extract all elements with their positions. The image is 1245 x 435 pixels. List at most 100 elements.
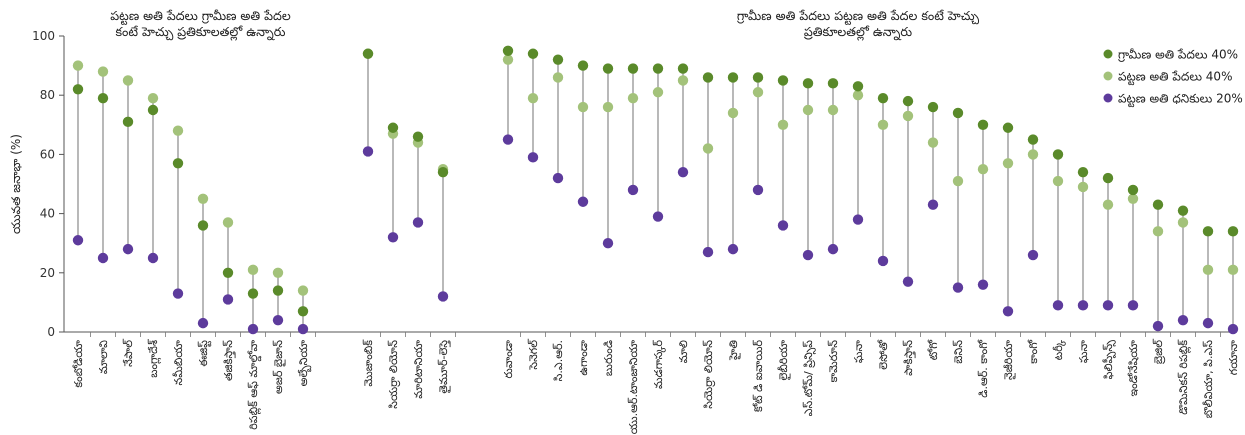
dot-urban-richest [1002,306,1014,317]
dot-rural-poorest [1002,122,1014,133]
dot-urban-poorest [122,75,134,86]
dot-rural-poorest [627,63,639,74]
category-label: మొజాంబిక్ [362,339,375,387]
dot-rural-poorest [122,116,134,128]
dot-urban-poorest [1027,149,1039,160]
dot-urban-richest [387,232,399,243]
category-label: ఇండోనేషియా [1127,340,1140,397]
dot-urban-poorest [852,90,864,101]
dot-urban-poorest [502,54,514,65]
dot-rural-poorest [852,81,864,92]
dot-rural-poorest [827,78,839,89]
dot-urban-richest [197,317,209,329]
dot-urban-poorest [927,137,939,148]
category-label: అల్బేనియా [297,340,312,387]
dot-urban-poorest [297,285,309,296]
category-label: గయానా [1227,339,1240,375]
category-label: రువాండా [502,339,515,378]
dot-rural-poorest [412,131,424,142]
dot-rural-poorest [297,306,309,317]
dot-urban-poorest [172,125,184,136]
dot-urban-poorest [652,87,664,98]
category-label: లైబీరియా [777,340,791,381]
dot-rural-poorest [927,101,939,113]
category-label: కోట్ డి ఐవాయిర్ [752,340,765,412]
category-label: నమీబియా [172,340,185,386]
y-tick-label: 40 [40,207,55,221]
dot-urban-richest [97,252,109,264]
dot-urban-richest [172,288,184,299]
category-label: మడగాస్కర్ [652,340,666,389]
dot-rural-poorest [577,60,589,71]
dot-urban-poorest [1077,181,1089,193]
legend-marker [1103,93,1113,103]
category-label: బొలీవియా, పి.ఎస్ [1202,340,1215,418]
category-label: ఘనా [852,339,865,363]
category-label: యు.ఆర్.టాంజానియా [627,340,640,435]
category-label: కంబోడియా [72,340,85,388]
dot-urban-richest [1052,300,1064,311]
dot-rural-poorest [272,285,284,296]
y-tick-label: 0 [47,325,55,339]
category-label: డొమినికన్ రిపబ్లిక్ [1177,339,1192,415]
category-label: డి.ఆర్. కాంగో [977,339,990,398]
y-tick-label: 80 [40,88,55,102]
dot-urban-richest [272,314,284,326]
dot-urban-poorest [222,217,234,228]
dot-rural-poorest [502,45,514,56]
dot-rural-poorest [552,54,564,65]
category-label: తజికిస్తాన్ [222,340,236,381]
dot-urban-poorest [527,92,539,104]
dot-urban-richest [222,294,234,305]
dot-urban-richest [362,146,374,157]
dot-urban-poorest [147,92,159,104]
dot-urban-richest [122,243,134,255]
category-label: సి.ఎ.ఆర్. [552,340,565,381]
dot-urban-richest [502,134,514,145]
dot-rural-poorest [902,95,914,107]
dot-rural-poorest [702,72,714,83]
dot-urban-poorest [627,92,639,104]
category-label: తైమూర్-లెస్తె [437,340,451,394]
dot-urban-richest [752,184,764,196]
dot-urban-richest [412,217,424,228]
annotation-left-line: కంటే హెచ్చు ప్రతికూలతల్లో ఉన్నారు [116,24,286,41]
dot-rural-poorest [977,119,989,130]
category-label: ఫిలిప్పీన్స్ [1102,339,1116,379]
y-axis-label: యువత జనాభా (%) [9,134,23,234]
legend-marker [1103,71,1113,81]
dot-urban-richest [1177,314,1189,326]
dot-urban-richest [1202,317,1214,329]
dot-rural-poorest [752,72,764,83]
dot-urban-poorest [877,119,889,130]
dot-rural-poorest [652,63,664,74]
dot-urban-poorest [802,104,814,116]
y-tick-label: 60 [40,147,55,161]
dot-urban-poorest [952,175,964,187]
dot-rural-poorest [1227,226,1239,237]
dot-urban-poorest [1227,264,1239,276]
dot-urban-poorest [1052,175,1064,187]
dot-urban-richest [702,246,714,258]
dot-rural-poorest [387,122,399,133]
dot-urban-richest [627,184,639,196]
dot-rural-poorest [362,48,374,59]
annotation-right-line: ప్రతికూలతల్లో ఉన్నారు [804,24,912,41]
category-label: మాలి [677,340,690,363]
dot-urban-richest [1077,300,1089,311]
dot-urban-poorest [677,75,689,86]
y-tick-label: 20 [40,266,55,280]
dot-urban-poorest [247,264,259,276]
annotation-left-line: పట్టణ అతి పేదలు గ్రామీణ అతి పేదల [110,8,291,25]
dot-rural-poorest [1027,134,1039,145]
y-tick-label: 100 [32,29,55,43]
annotation-right-line: గ్రామీణ అతి పేదలు పట్టణ అతి పేదల కంటే హె… [736,8,980,25]
dot-urban-richest [577,196,589,207]
dot-rural-poorest [247,288,259,299]
dot-urban-poorest [727,107,739,119]
category-label: పాకిస్తాన్ [902,340,916,376]
legend-label: గ్రామీణ అతి పేదలు 40% [1118,48,1238,63]
dot-urban-richest [827,243,839,255]
dot-rural-poorest [147,104,159,116]
